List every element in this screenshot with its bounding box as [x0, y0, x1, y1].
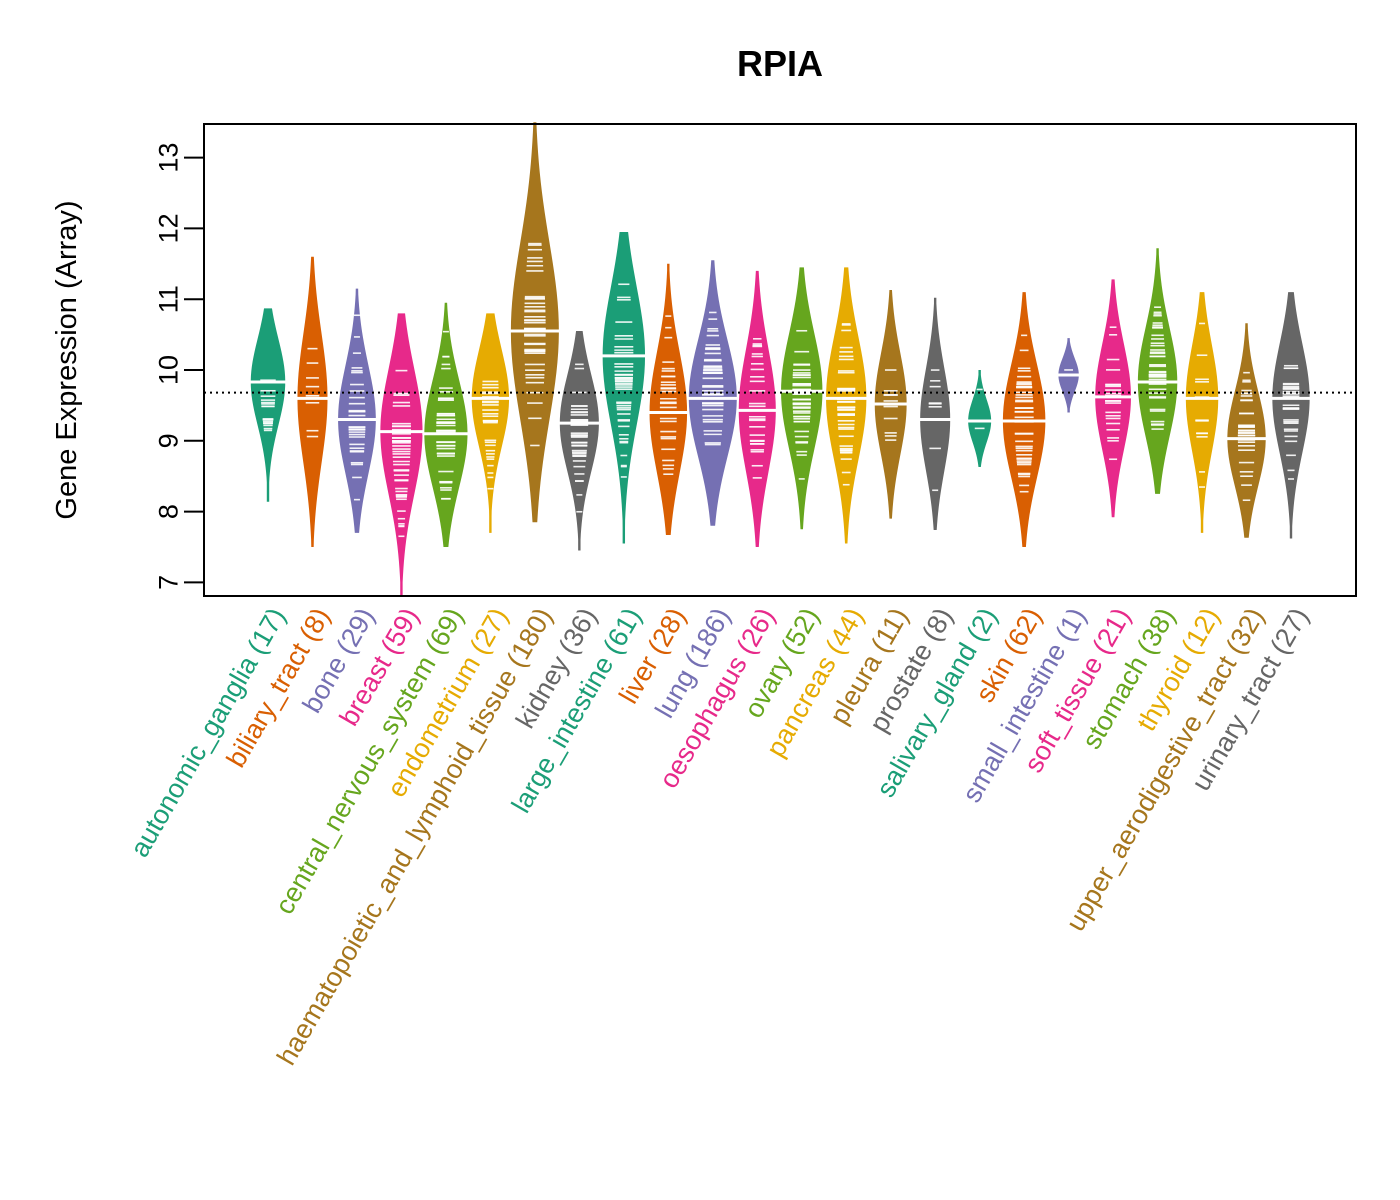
y-tick-label: 9 [153, 433, 183, 448]
violin-body [1185, 292, 1219, 533]
violin-pleura [872, 289, 909, 519]
violin-body [826, 267, 867, 544]
y-axis-label: Gene Expression (Array) [51, 200, 83, 519]
violin-body [250, 308, 286, 502]
x-axis-labels: autonomic_ganglia (17)biliary_tract (8)b… [124, 603, 1314, 1070]
violin-body [559, 331, 599, 551]
y-tick-label: 10 [153, 355, 183, 385]
plot-border [203, 123, 1357, 597]
y-tick-label: 12 [153, 213, 183, 243]
y-tick-label: 7 [153, 575, 183, 590]
y-tick-label: 8 [153, 504, 183, 519]
violin-thyroid [1183, 292, 1221, 533]
violin-body [968, 370, 992, 467]
y-tick-label: 11 [153, 285, 183, 313]
violin-skin [1000, 292, 1048, 547]
violin-biliary_tract [295, 256, 330, 547]
violin-prostate [918, 297, 953, 531]
violin-haematopoietic_and_lymphoid_tissue [508, 122, 561, 523]
violin-body [380, 313, 423, 597]
violin-bone [336, 288, 378, 533]
violin-lung [686, 260, 739, 526]
violin-oesophagus [736, 270, 778, 547]
violin-body [297, 256, 328, 547]
violin-small_intestine [1056, 338, 1081, 413]
violin-body [920, 297, 951, 531]
violin-endometrium [469, 313, 512, 533]
violin-liver [647, 263, 690, 535]
violin-urinary_tract [1270, 292, 1312, 539]
violin-body [1272, 292, 1310, 539]
y-tick-label: 13 [153, 143, 183, 173]
violin-upper_aerodigestive_tract [1225, 323, 1268, 538]
violin-soft_tissue [1093, 279, 1133, 518]
violins [248, 122, 1312, 597]
violin-large_intestine [600, 231, 648, 544]
violin-central_nervous_system [422, 302, 470, 547]
violin-kidney [557, 331, 601, 551]
violin-body [688, 260, 737, 526]
violin-body [781, 267, 823, 530]
violin-stomach [1135, 248, 1180, 494]
violin-ovary [779, 267, 825, 530]
y-axis: 7 8 9 10 11 12 13 [153, 143, 204, 590]
violin-pancreas [824, 267, 869, 544]
chart-title: RPIA [737, 43, 823, 84]
violin-breast [378, 313, 425, 597]
violin-autonomic_ganglia [248, 308, 288, 502]
violin-salivary_gland [966, 370, 994, 467]
